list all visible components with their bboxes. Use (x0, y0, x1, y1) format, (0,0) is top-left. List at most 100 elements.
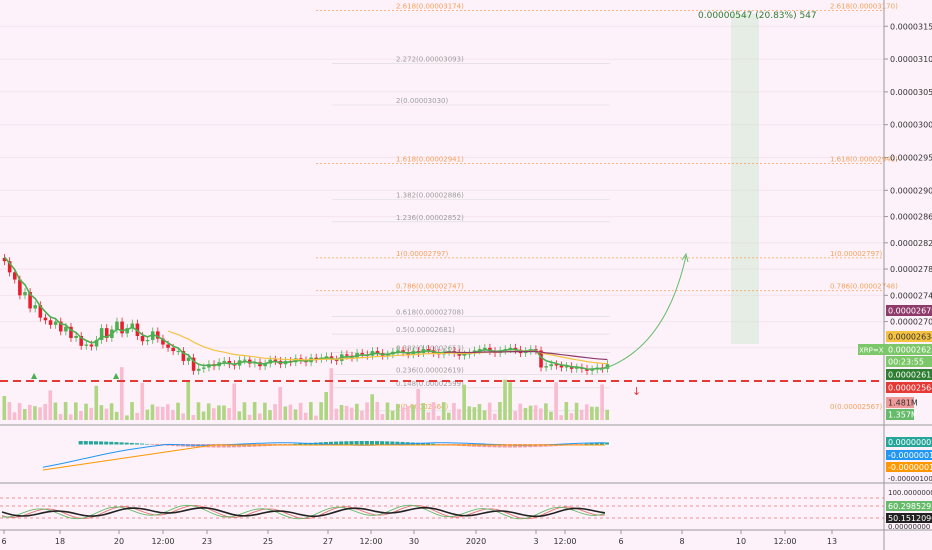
macd-hist-bar (211, 444, 216, 448)
fib-label: 0.148(0.00002599) (396, 380, 464, 388)
volume-bar (595, 406, 599, 420)
fib-label: 0.382(0.00002653) (396, 344, 464, 352)
volume-bar (559, 415, 564, 420)
macd-hist-bar (221, 444, 226, 448)
grid (0, 25, 884, 349)
volume-bar (160, 406, 165, 420)
candle-body (64, 326, 68, 332)
volume-bar (33, 406, 37, 420)
candle-body (23, 292, 27, 296)
support-badge (886, 382, 932, 393)
volume-bar (482, 410, 487, 420)
volume-bar (528, 405, 533, 420)
time-tick-label: 20 (114, 537, 124, 546)
volume-bar (375, 402, 380, 420)
volume-bar (99, 405, 104, 420)
candle-body (559, 365, 564, 368)
volume-bar (120, 367, 124, 420)
vol2-badge (886, 409, 914, 420)
volume-bar (242, 402, 247, 420)
candle-body (84, 344, 89, 346)
candle-body (69, 326, 73, 338)
macd-hist-bar (487, 444, 492, 448)
macd-signal-line (42, 444, 605, 471)
candle-body (12, 272, 17, 280)
volume-bar (155, 406, 160, 420)
macd-hist-bar (507, 444, 512, 448)
candle-body (508, 347, 513, 350)
macd-hist-bar (114, 442, 119, 445)
macd-hist-bar (369, 441, 374, 445)
volume-bar (165, 404, 170, 420)
macd-hist-bar (93, 441, 99, 445)
volume-bar (273, 404, 277, 420)
volume-bar (431, 402, 436, 420)
rsi-k-badge (886, 513, 932, 523)
macd-hist-bar (134, 443, 139, 445)
macd-hist-bar (426, 443, 431, 445)
ema-long-badge (886, 305, 932, 316)
time-tick-label: 10 (736, 537, 746, 546)
macd-hist-bar (99, 441, 104, 445)
macd-hist-bar (344, 441, 349, 445)
volume-bar (492, 413, 497, 420)
macd-hist-bar (124, 442, 129, 445)
volume-bar (114, 411, 119, 420)
volume-bar (288, 404, 293, 420)
fib-label: 0.5(0.00002681) (396, 326, 455, 334)
candle-body (58, 321, 63, 332)
candle-body (18, 279, 22, 296)
volume-bar (293, 409, 298, 420)
macd-tick-3: -0.00000100 (888, 475, 932, 483)
ema-slow-value: 0.00002634 (888, 333, 932, 342)
macd-hist-bar (104, 441, 109, 445)
candle-body (207, 364, 211, 368)
candle-body (74, 336, 78, 338)
candle-body (202, 367, 206, 369)
timer-value: 00:23:55 (888, 358, 924, 367)
macd-hist-bar (400, 441, 405, 445)
candle-body (166, 344, 170, 348)
volume-bar (211, 408, 216, 420)
volume-bar (538, 408, 543, 420)
macd-hist-bar (242, 444, 247, 448)
volume-bar (590, 406, 594, 420)
ema-long-value: 0.00002679 (888, 307, 932, 316)
price-value: 0.00002623 (888, 346, 932, 355)
volume-bar (309, 402, 313, 420)
rsi-tick-2: 50.15120904 (888, 514, 932, 523)
volume-bar (186, 382, 191, 420)
volume-bar (457, 409, 461, 420)
candle-body (140, 336, 145, 342)
volume-bar (569, 413, 574, 420)
ema-lines (3, 256, 608, 371)
fib-label-right: 2.618(0.00003170) (830, 3, 898, 11)
volume-bar (217, 405, 221, 420)
candle-body (360, 353, 364, 355)
volume-bar (222, 405, 226, 420)
volume-bar (201, 411, 206, 420)
volume-bar (554, 382, 558, 420)
volume-bar (53, 402, 58, 420)
volume-bars (2, 367, 609, 420)
projection-arrowhead-icon (681, 252, 689, 263)
macd-hist-bar (155, 444, 160, 446)
rsi-tick-1: 60.29852922 (888, 502, 932, 511)
ema-fast-value: 0.00002611 (888, 371, 932, 380)
macd-hist-bar (109, 441, 114, 445)
macd-hist-bar (145, 443, 150, 445)
volume-bar (17, 403, 22, 420)
time-axis: 6 18 20 12:00 23 25 27 12:00 30 2020 3 12:00 6 8 10 12:… (1, 530, 837, 546)
candle-body (2, 257, 7, 262)
volume-bar (247, 414, 252, 420)
candle-body (33, 305, 37, 309)
volume-bar (314, 415, 318, 420)
volume-bar (48, 390, 53, 420)
time-tick-label: 27 (323, 537, 333, 546)
volume-bar (171, 409, 175, 420)
macd-hist-bar (83, 441, 88, 445)
